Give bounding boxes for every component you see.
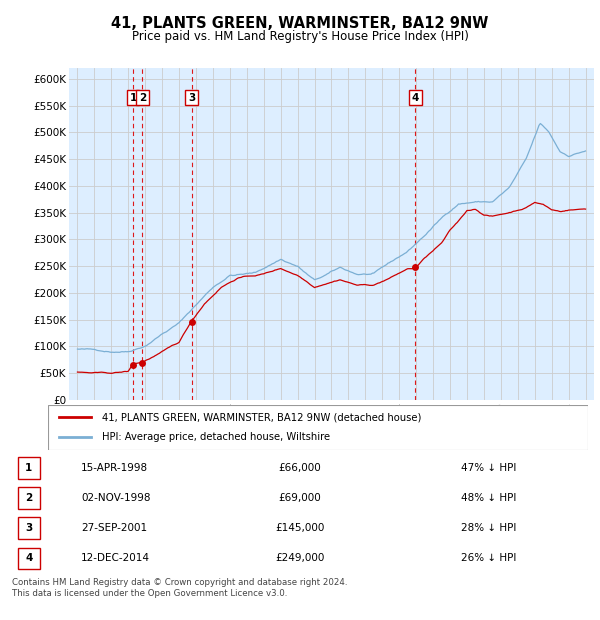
- Text: 27-SEP-2001: 27-SEP-2001: [81, 523, 147, 533]
- FancyBboxPatch shape: [18, 517, 40, 539]
- Text: 26% ↓ HPI: 26% ↓ HPI: [461, 554, 517, 564]
- FancyBboxPatch shape: [18, 487, 40, 509]
- Text: Contains HM Land Registry data © Crown copyright and database right 2024.: Contains HM Land Registry data © Crown c…: [12, 578, 347, 587]
- Text: £145,000: £145,000: [275, 523, 325, 533]
- Text: 3: 3: [25, 523, 32, 533]
- FancyBboxPatch shape: [18, 457, 40, 479]
- Text: 4: 4: [25, 554, 32, 564]
- Text: 41, PLANTS GREEN, WARMINSTER, BA12 9NW: 41, PLANTS GREEN, WARMINSTER, BA12 9NW: [112, 16, 488, 30]
- Text: Price paid vs. HM Land Registry's House Price Index (HPI): Price paid vs. HM Land Registry's House …: [131, 30, 469, 43]
- Text: 2: 2: [25, 493, 32, 503]
- Text: 47% ↓ HPI: 47% ↓ HPI: [461, 463, 517, 472]
- Text: 3: 3: [188, 92, 195, 103]
- Text: 15-APR-1998: 15-APR-1998: [81, 463, 148, 472]
- Text: £66,000: £66,000: [278, 463, 322, 472]
- Text: £69,000: £69,000: [278, 493, 322, 503]
- Text: 2: 2: [139, 92, 146, 103]
- Text: 12-DEC-2014: 12-DEC-2014: [81, 554, 150, 564]
- Text: 02-NOV-1998: 02-NOV-1998: [81, 493, 151, 503]
- FancyBboxPatch shape: [18, 547, 40, 569]
- Text: 48% ↓ HPI: 48% ↓ HPI: [461, 493, 517, 503]
- Text: 41, PLANTS GREEN, WARMINSTER, BA12 9NW (detached house): 41, PLANTS GREEN, WARMINSTER, BA12 9NW (…: [102, 412, 421, 422]
- Text: 1: 1: [130, 92, 137, 103]
- Text: 4: 4: [412, 92, 419, 103]
- Text: £249,000: £249,000: [275, 554, 325, 564]
- Text: 1: 1: [25, 463, 32, 472]
- Text: HPI: Average price, detached house, Wiltshire: HPI: Average price, detached house, Wilt…: [102, 432, 330, 442]
- Text: 28% ↓ HPI: 28% ↓ HPI: [461, 523, 517, 533]
- Text: This data is licensed under the Open Government Licence v3.0.: This data is licensed under the Open Gov…: [12, 589, 287, 598]
